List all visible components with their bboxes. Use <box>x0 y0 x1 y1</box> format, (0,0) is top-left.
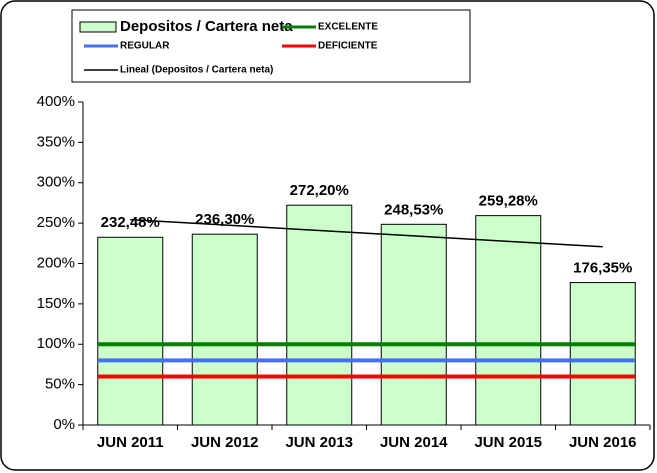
y-tick-label: 400% <box>37 93 75 110</box>
y-tick-label: 200% <box>37 254 75 271</box>
legend-label: EXCELENTE <box>318 22 378 33</box>
x-tick-label: JUN 2014 <box>380 434 448 451</box>
bar <box>380 223 447 426</box>
bar <box>97 236 164 426</box>
legend-box <box>71 9 471 83</box>
x-tick-label: JUN 2015 <box>474 434 542 451</box>
legend-label: Depositos / Cartera neta <box>120 18 293 35</box>
bar <box>191 233 258 426</box>
bar <box>286 204 353 426</box>
y-tick-label: 50% <box>45 376 75 393</box>
x-tick-label: JUN 2011 <box>97 434 164 451</box>
data-label: 236,30% <box>195 211 254 228</box>
legend-label: Lineal (Depositos / Cartera neta) <box>120 65 273 76</box>
legend-label: REGULAR <box>120 41 170 52</box>
bar <box>475 215 542 426</box>
y-tick-label: 300% <box>37 174 75 191</box>
data-label: 248,53% <box>384 201 443 218</box>
y-tick-label: 250% <box>37 214 75 231</box>
legend-swatch <box>79 21 117 33</box>
legend-label: DEFICIENTE <box>318 41 378 52</box>
data-label: 259,28% <box>479 193 538 210</box>
y-tick-label: 150% <box>37 295 75 312</box>
data-label: 176,35% <box>573 260 632 277</box>
data-label: 232,48% <box>101 214 160 231</box>
bar <box>569 282 636 426</box>
y-tick-label: 350% <box>37 133 75 150</box>
data-label: 272,20% <box>290 182 349 199</box>
x-tick-label: JUN 2013 <box>285 434 353 451</box>
y-tick-label: 0% <box>53 416 75 433</box>
trend-line <box>130 218 603 248</box>
x-tick-label: JUN 2012 <box>191 434 259 451</box>
x-tick-label: JUN 2016 <box>569 434 637 451</box>
y-tick-label: 100% <box>37 335 75 352</box>
